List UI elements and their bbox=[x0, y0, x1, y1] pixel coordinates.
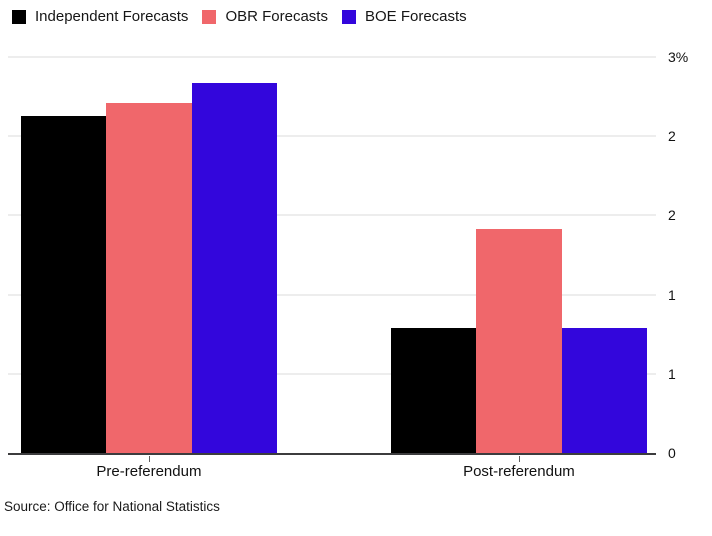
bar-post-referendum-boe-forecasts bbox=[561, 327, 647, 453]
gridline bbox=[8, 372, 656, 375]
y-tick-label: 1 bbox=[668, 286, 676, 303]
legend-swatch-obr-forecasts bbox=[202, 9, 217, 24]
bar-group-post-referendum bbox=[390, 57, 647, 453]
y-tick-label: 2 bbox=[668, 128, 676, 145]
y-tick-label: 3% bbox=[668, 49, 689, 65]
bar-pre-referendum-boe-forecasts bbox=[191, 83, 277, 453]
legend-swatch-boe-forecasts bbox=[341, 9, 356, 24]
bar-pre-referendum-independent-forecasts bbox=[20, 116, 107, 453]
bar-pre-referendum-obr-forecasts bbox=[106, 103, 192, 453]
x-category-label-post-referendum: Post-referendum bbox=[463, 463, 575, 480]
legend-item-independent-forecasts: Independent Forecasts bbox=[12, 8, 188, 25]
bar-post-referendum-obr-forecasts bbox=[476, 228, 562, 453]
legend-swatch-independent-forecasts bbox=[12, 9, 26, 24]
gridline bbox=[8, 293, 656, 296]
legend-item-boe-forecasts: BOE Forecasts bbox=[341, 8, 467, 25]
gridline bbox=[8, 135, 656, 138]
legend-label: Independent Forecasts bbox=[35, 8, 189, 25]
legend-item-obr-forecasts: OBR Forecasts bbox=[202, 8, 328, 25]
y-tick-label: 0 bbox=[668, 445, 676, 461]
category-tick bbox=[148, 456, 150, 462]
x-axis-labels: Pre-referendum Post-referendum bbox=[8, 463, 656, 483]
legend-label: OBR Forecasts bbox=[225, 8, 328, 25]
source-note: Source: Office for National Statistics bbox=[4, 499, 220, 514]
y-axis-labels: 3% 2 2 1 1 0 bbox=[668, 49, 710, 461]
bar-group-pre-referendum bbox=[20, 57, 277, 453]
legend-label: BOE Forecasts bbox=[364, 8, 467, 25]
y-tick-label: 1 bbox=[668, 365, 676, 382]
chart-legend: Independent Forecasts OBR Forecasts BOE Fo… bbox=[12, 8, 467, 25]
gridline bbox=[8, 56, 656, 58]
plot-area bbox=[8, 56, 656, 462]
gridline bbox=[8, 214, 656, 217]
x-category-label-pre-referendum: Pre-referendum bbox=[96, 463, 202, 480]
y-tick-label: 2 bbox=[668, 207, 676, 224]
category-tick bbox=[518, 456, 520, 462]
bar-post-referendum-independent-forecasts bbox=[390, 327, 477, 453]
